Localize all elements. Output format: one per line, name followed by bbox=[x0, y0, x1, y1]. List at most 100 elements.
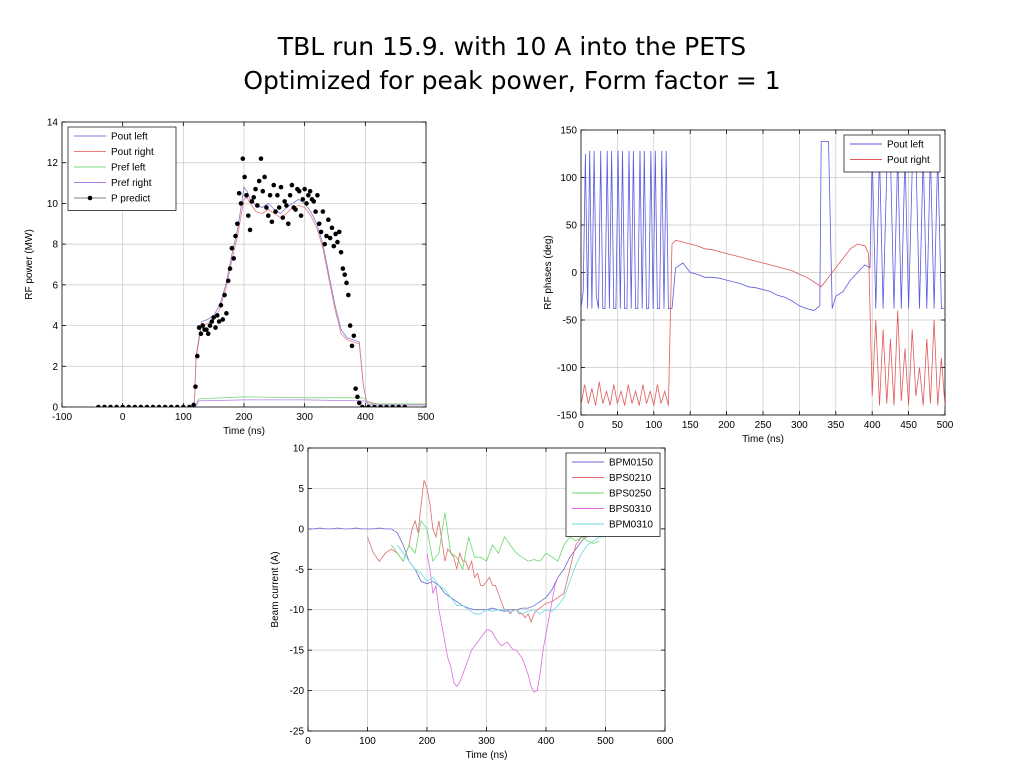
point-p-predict bbox=[322, 241, 327, 247]
point-p-predict bbox=[168, 404, 174, 407]
series-line-pout-right bbox=[581, 239, 945, 406]
y-tick-label: 5 bbox=[298, 484, 304, 495]
point-p-predict bbox=[396, 404, 401, 407]
point-p-predict bbox=[244, 192, 249, 198]
x-tick-label: 100 bbox=[359, 736, 376, 747]
point-p-predict bbox=[231, 256, 236, 261]
point-p-predict bbox=[351, 333, 357, 339]
point-p-predict bbox=[349, 343, 355, 349]
legend-label: BPS0310 bbox=[609, 504, 652, 515]
x-tick-label: 0 bbox=[120, 412, 126, 423]
point-p-predict bbox=[360, 404, 365, 407]
point-p-predict bbox=[302, 186, 307, 192]
y-tick-label: -50 bbox=[563, 316, 578, 327]
point-p-predict bbox=[150, 404, 156, 407]
point-p-predict bbox=[390, 404, 395, 407]
point-p-predict bbox=[240, 156, 246, 161]
series-group bbox=[95, 156, 426, 407]
point-p-predict bbox=[209, 319, 215, 324]
point-p-predict bbox=[253, 186, 258, 192]
y-tick-label: 10 bbox=[293, 444, 305, 455]
legend-label: Pout right bbox=[111, 147, 154, 158]
x-tick-label: 400 bbox=[538, 736, 555, 747]
legend-label: Pref left bbox=[111, 163, 146, 174]
point-p-predict bbox=[126, 404, 132, 407]
series-group bbox=[308, 480, 606, 693]
point-p-predict bbox=[114, 404, 119, 407]
point-p-predict bbox=[316, 221, 322, 227]
point-p-predict bbox=[196, 325, 202, 330]
x-tick-label: 250 bbox=[755, 420, 772, 431]
x-tick-label: 100 bbox=[175, 412, 192, 423]
point-p-predict bbox=[211, 315, 216, 320]
slide-title: TBL run 15.9. with 10 A into the PETS Op… bbox=[0, 30, 1024, 98]
point-p-predict bbox=[329, 225, 335, 231]
series-line-pout-left bbox=[95, 186, 426, 407]
legend-label: Pout right bbox=[887, 155, 930, 166]
point-p-predict bbox=[271, 182, 277, 188]
point-p-predict bbox=[296, 188, 302, 194]
x-tick-label: 50 bbox=[612, 420, 624, 431]
point-p-predict bbox=[284, 203, 289, 208]
series-line-bpm0310 bbox=[396, 536, 606, 615]
y-axis-label: Beam current (A) bbox=[270, 551, 281, 627]
legend-label: Pout left bbox=[887, 140, 924, 151]
point-p-predict bbox=[273, 209, 278, 214]
point-p-predict bbox=[353, 386, 358, 391]
point-p-predict bbox=[242, 174, 247, 180]
series-line-bps0210 bbox=[367, 480, 588, 623]
point-p-predict bbox=[251, 195, 257, 200]
y-tick-label: 0 bbox=[52, 403, 58, 414]
legend-marker bbox=[87, 195, 93, 201]
y-tick-label: 6 bbox=[52, 280, 58, 291]
point-p-predict bbox=[138, 404, 144, 407]
point-p-predict bbox=[187, 404, 192, 407]
point-p-predict bbox=[306, 192, 311, 198]
y-tick-label: 10 bbox=[47, 199, 59, 210]
point-p-predict bbox=[346, 292, 351, 298]
point-p-predict bbox=[258, 156, 264, 161]
y-tick-label: -20 bbox=[290, 686, 305, 697]
legend-label: P predict bbox=[111, 194, 151, 205]
x-tick-label: 450 bbox=[900, 420, 917, 431]
point-p-predict bbox=[287, 192, 293, 198]
point-p-predict bbox=[318, 229, 324, 235]
point-p-predict bbox=[280, 215, 286, 220]
legend-box bbox=[67, 126, 177, 211]
point-p-predict bbox=[205, 331, 211, 337]
x-tick-label: 300 bbox=[478, 736, 495, 747]
point-p-predict bbox=[249, 199, 255, 204]
point-p-predict bbox=[233, 233, 238, 239]
point-p-predict bbox=[162, 404, 168, 407]
point-p-predict bbox=[278, 184, 284, 190]
point-p-predict bbox=[198, 331, 204, 337]
point-p-predict bbox=[300, 197, 306, 202]
point-p-predict bbox=[225, 278, 231, 284]
point-p-predict bbox=[265, 213, 271, 218]
point-p-predict bbox=[320, 209, 326, 214]
point-p-predict bbox=[293, 207, 298, 212]
y-tick-label: -10 bbox=[290, 605, 305, 616]
point-p-predict bbox=[224, 311, 229, 316]
point-p-predict bbox=[336, 229, 342, 235]
point-p-predict bbox=[311, 199, 317, 204]
point-p-predict bbox=[191, 402, 196, 407]
point-p-predict bbox=[193, 384, 198, 389]
point-p-predict bbox=[174, 404, 180, 407]
point-p-predict bbox=[132, 404, 138, 407]
point-p-predict bbox=[298, 213, 304, 218]
x-tick-label: 0 bbox=[578, 420, 584, 431]
legend-label: Pref right bbox=[111, 178, 152, 189]
y-tick-label: 2 bbox=[52, 362, 58, 373]
point-p-predict bbox=[200, 323, 206, 328]
point-p-predict bbox=[289, 182, 295, 188]
point-p-predict bbox=[313, 209, 318, 214]
point-p-predict bbox=[326, 217, 331, 223]
legend: BPM0150 BPS0210 BPS0250 BPS0310 BPM0310 bbox=[565, 452, 661, 537]
point-p-predict bbox=[402, 404, 408, 407]
point-p-predict bbox=[256, 178, 262, 184]
series-line-pref-right bbox=[95, 399, 426, 407]
point-p-predict bbox=[342, 272, 348, 277]
point-p-predict bbox=[276, 205, 282, 210]
